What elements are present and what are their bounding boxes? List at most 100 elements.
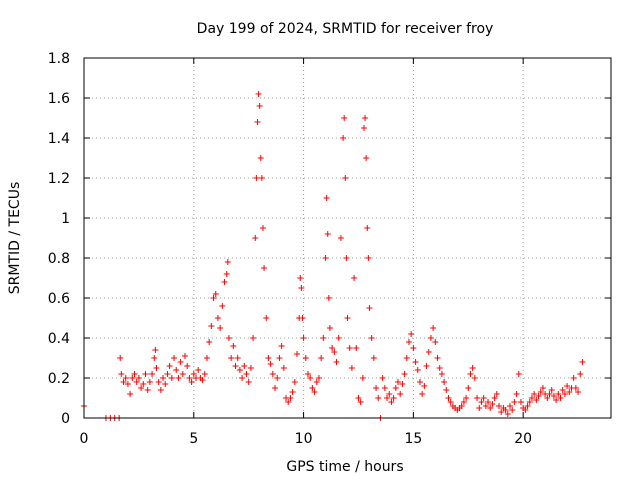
data-point <box>241 363 248 369</box>
data-point <box>399 381 406 387</box>
data-point <box>416 379 423 385</box>
data-point <box>373 385 380 391</box>
data-point <box>528 395 535 401</box>
data-points <box>81 91 586 421</box>
data-point <box>557 395 564 401</box>
data-point <box>302 355 309 361</box>
data-point <box>436 365 443 371</box>
data-point <box>269 371 276 377</box>
data-point <box>120 379 127 385</box>
data-point <box>363 155 370 161</box>
data-point <box>412 359 419 365</box>
data-point <box>366 305 373 311</box>
data-point <box>234 355 241 361</box>
data-point <box>325 295 332 301</box>
data-point <box>217 325 224 331</box>
data-point <box>531 391 538 397</box>
data-point <box>447 399 454 405</box>
data-point <box>166 363 173 369</box>
data-point <box>190 371 197 377</box>
data-point <box>487 405 494 411</box>
data-point <box>232 363 239 369</box>
data-point <box>504 411 511 417</box>
data-point <box>535 393 542 399</box>
data-point <box>225 335 232 341</box>
data-point <box>153 365 160 371</box>
data-point <box>300 335 307 341</box>
data-point <box>142 371 149 377</box>
data-point <box>441 379 448 385</box>
data-point <box>548 387 555 393</box>
data-point <box>280 365 287 371</box>
data-point <box>162 381 169 387</box>
data-point <box>469 365 476 371</box>
data-point <box>401 371 408 377</box>
x-tick-label: 20 <box>514 431 532 447</box>
data-point <box>173 367 180 373</box>
data-point <box>458 403 465 409</box>
data-point <box>355 395 362 401</box>
data-point <box>258 175 265 181</box>
data-point <box>390 395 397 401</box>
data-point <box>438 371 445 377</box>
data-point <box>498 409 505 415</box>
data-point <box>443 387 450 393</box>
data-point <box>298 285 305 291</box>
data-point <box>253 175 260 181</box>
data-point <box>388 399 395 405</box>
data-point <box>577 371 584 377</box>
data-point <box>252 235 259 241</box>
data-point <box>133 379 140 385</box>
y-tick-label: 1.4 <box>48 131 70 147</box>
data-point <box>315 375 322 381</box>
data-point <box>230 343 237 349</box>
data-point <box>203 355 210 361</box>
y-axis-title: SRMTID / TECUs <box>7 182 23 295</box>
data-point <box>254 119 261 125</box>
data-point <box>214 315 221 321</box>
y-tick-label: 0.2 <box>48 371 70 387</box>
data-point <box>362 115 369 121</box>
data-point <box>421 383 428 389</box>
data-point <box>445 395 452 401</box>
data-point <box>256 103 263 109</box>
data-point <box>384 395 391 401</box>
data-point <box>127 391 134 397</box>
data-point <box>410 345 417 351</box>
data-point <box>546 391 553 397</box>
x-axis-title: GPS time / hours <box>286 459 403 475</box>
data-point <box>579 359 586 365</box>
data-point <box>320 335 327 341</box>
data-point <box>423 363 430 369</box>
axis-ticks: 0 0.2 0.4 0.6 0.8 1 1.2 1.4 1.6 1.8 0 5 10 15 20 <box>48 51 611 447</box>
data-point <box>188 379 195 385</box>
data-point <box>432 339 439 345</box>
data-point <box>164 371 171 377</box>
data-point <box>550 393 557 399</box>
data-point <box>430 325 437 331</box>
plot-frame <box>83 57 612 419</box>
data-point <box>146 379 153 385</box>
data-point <box>340 135 347 141</box>
data-point <box>293 351 300 357</box>
data-point <box>322 255 329 261</box>
data-point <box>570 375 577 381</box>
data-point <box>304 371 311 377</box>
data-point <box>276 355 283 361</box>
data-point <box>575 389 582 395</box>
data-point <box>509 407 516 413</box>
data-point <box>311 389 318 395</box>
grid-layer <box>84 58 611 418</box>
data-point <box>463 395 470 401</box>
data-point <box>239 375 246 381</box>
data-point <box>537 389 544 395</box>
data-point <box>212 291 219 297</box>
data-point <box>331 349 338 355</box>
data-point <box>427 335 434 341</box>
data-point <box>267 361 274 367</box>
data-point <box>117 355 124 361</box>
chart-title: Day 199 of 2024, SRMTID for receiver fro… <box>197 21 494 37</box>
data-point <box>395 379 402 385</box>
data-point <box>460 399 467 405</box>
data-point <box>533 397 540 403</box>
